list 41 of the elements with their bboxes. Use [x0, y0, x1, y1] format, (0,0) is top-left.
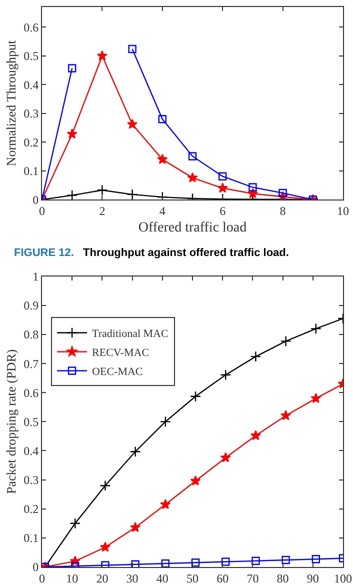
x-tick-label: 80	[276, 571, 289, 585]
x-tick-label: 100	[334, 571, 352, 585]
y-tick-label: 0.5	[24, 414, 39, 429]
legend-label: OEC-MAC	[92, 366, 143, 378]
y-tick-label: 0.6	[24, 20, 39, 34]
y-tick-label: 0.6	[24, 386, 39, 400]
x-tick-label: 8	[280, 204, 286, 218]
y-tick-label: 0.8	[24, 328, 39, 342]
caption: FIGURE 12.	[14, 247, 74, 259]
x-tick-label: 50	[186, 571, 198, 585]
y-tick-label: 0.9	[24, 298, 39, 313]
x-tick-label: 4	[159, 204, 166, 218]
x-tick-label: 2	[99, 204, 106, 218]
y-axis-title: Normalized Throughput	[4, 40, 19, 166]
legend-label: Traditional MAC	[92, 328, 168, 340]
x-tick-label: 20	[96, 571, 108, 585]
y-tick-label: 0	[32, 192, 39, 207]
y-tick-label: 0	[32, 560, 39, 574]
x-axis-title: Offered traffic load	[138, 220, 247, 236]
x-tick-label: 30	[126, 571, 138, 585]
y-tick-label: 0.1	[24, 531, 39, 546]
y-tick-label: 0.5	[24, 49, 39, 64]
y-tick-label: 0.2	[24, 135, 39, 150]
y-tick-label: 0.1	[24, 164, 39, 178]
x-tick-label: 60	[216, 571, 229, 585]
text: Throughput against offered traffic load.	[83, 247, 289, 259]
y-tick-label: 1	[32, 270, 39, 284]
y-tick-label: 0.4	[24, 78, 39, 92]
x-tick-label: 6	[220, 204, 226, 218]
y-axis-title: Packet dropping rate (PDR)	[4, 349, 19, 494]
y-tick-label: 0.4	[24, 444, 39, 458]
x-tick-label: 10	[66, 571, 78, 585]
x-tick-label: 40	[156, 571, 168, 585]
legend-label: RECV-MAC	[92, 347, 150, 360]
y-tick-label: 0.3	[24, 106, 39, 121]
y-tick-label: 0.2	[24, 502, 39, 516]
x-tick-label: 70	[246, 571, 259, 585]
y-tick-label: 0.7	[24, 356, 39, 371]
y-tick-label: 0.3	[24, 473, 39, 488]
x-tick-label: 10	[337, 204, 349, 218]
x-tick-label: 90	[306, 571, 319, 585]
